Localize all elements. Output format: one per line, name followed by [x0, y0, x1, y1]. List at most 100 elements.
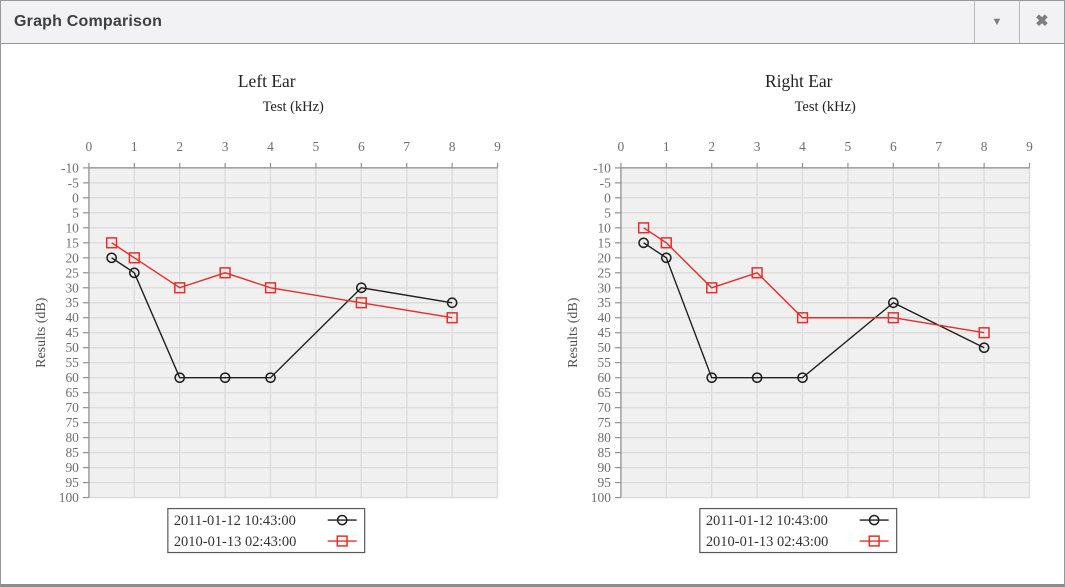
legend: 2011-01-12 10:43:00 2010-01-13 02:43:00	[698, 507, 897, 554]
window-content: Left Ear Test (kHz) 0 1 2 3 4 5 6 7 8 9 -10 -5 0 5 10 15 2…	[1, 44, 1064, 584]
series-2010-01-13-02-43-00	[105, 237, 458, 324]
series-2011-01-12-10-43-00	[106, 252, 458, 384]
svg-text:6: 6	[358, 139, 365, 154]
svg-text:0: 0	[86, 139, 93, 154]
svg-text:80: 80	[65, 430, 79, 445]
svg-text:15: 15	[597, 235, 611, 250]
collapse-button[interactable]: ▼	[974, 1, 1019, 43]
svg-text:75: 75	[597, 415, 611, 430]
svg-text:95: 95	[597, 475, 611, 490]
svg-text:80: 80	[597, 430, 611, 445]
svg-text:3: 3	[222, 139, 229, 154]
svg-text:-10: -10	[592, 160, 610, 175]
x-tick-labels: 0 1 2 3 4 5 6 7 8 9	[86, 139, 502, 154]
svg-text:2: 2	[176, 139, 183, 154]
svg-text:-5: -5	[68, 175, 79, 190]
svg-text:25: 25	[597, 265, 611, 280]
svg-text:4: 4	[799, 139, 806, 154]
svg-text:75: 75	[65, 415, 79, 430]
svg-text:85: 85	[65, 445, 79, 460]
caret-down-icon: ▼	[991, 15, 1003, 28]
svg-text:60: 60	[65, 370, 79, 385]
svg-text:90: 90	[65, 460, 79, 475]
svg-text:55: 55	[597, 355, 611, 370]
y-tick-labels: -10-505101520253035404550556065707580859…	[59, 160, 79, 505]
svg-text:35: 35	[597, 295, 611, 310]
svg-text:40: 40	[65, 310, 79, 325]
gridlines	[619, 167, 1030, 499]
svg-text:Test (kHz): Test (kHz)	[263, 99, 324, 115]
svg-text:7: 7	[403, 139, 410, 154]
x-tick-labels: 0 1 2 3 4 5 6 7 8 9	[617, 139, 1033, 154]
svg-text:95: 95	[65, 475, 79, 490]
svg-text:85: 85	[597, 445, 611, 460]
svg-text:9: 9	[1026, 139, 1033, 154]
close-icon: ✖	[1035, 13, 1049, 30]
svg-text:30: 30	[597, 280, 611, 295]
svg-text:20: 20	[65, 250, 79, 265]
svg-text:2010-01-13 02:43:00: 2010-01-13 02:43:00	[705, 534, 828, 550]
svg-text:Right Ear: Right Ear	[765, 71, 833, 91]
svg-text:8: 8	[980, 139, 987, 154]
svg-text:5: 5	[604, 205, 611, 220]
svg-text:Results (dB): Results (dB)	[565, 297, 580, 368]
svg-text:15: 15	[65, 235, 79, 250]
svg-text:0: 0	[604, 190, 611, 205]
close-button[interactable]: ✖	[1019, 1, 1064, 43]
svg-text:10: 10	[65, 220, 79, 235]
svg-text:65: 65	[65, 385, 79, 400]
svg-text:25: 25	[65, 265, 79, 280]
series-2011-01-12-10-43-00	[637, 237, 989, 384]
svg-text:2: 2	[708, 139, 715, 154]
y-tick-labels: -10-505101520253035404550556065707580859…	[590, 160, 610, 505]
svg-text:45: 45	[597, 325, 611, 340]
svg-text:7: 7	[935, 139, 942, 154]
svg-text:30: 30	[65, 280, 79, 295]
svg-text:5: 5	[72, 205, 79, 220]
svg-text:2010-01-13 02:43:00: 2010-01-13 02:43:00	[174, 534, 297, 550]
svg-text:2011-01-12 10:43:00: 2011-01-12 10:43:00	[705, 513, 827, 529]
svg-text:-5: -5	[599, 175, 610, 190]
left-ear-chart: Left Ear Test (kHz) 0 1 2 3 4 5 6 7 8 9 -10 -5 0 5 10 15 2…	[1, 44, 533, 584]
svg-text:50: 50	[65, 340, 79, 355]
svg-text:70: 70	[597, 400, 611, 415]
window-title: Graph Comparison	[14, 13, 163, 30]
titlebar[interactable]: Graph Comparison ▼ ✖	[1, 1, 1064, 44]
right-ear-chart: Right Ear Test (kHz) 0 1 2 3 4 5 6 7 8 9 -10 -5 0 5 10 15…	[533, 44, 1065, 584]
svg-text:60: 60	[597, 370, 611, 385]
svg-text:5: 5	[844, 139, 851, 154]
svg-text:-10: -10	[61, 160, 79, 175]
axes	[614, 162, 1030, 499]
svg-text:1: 1	[662, 139, 669, 154]
svg-text:35: 35	[65, 295, 79, 310]
svg-text:3: 3	[753, 139, 760, 154]
svg-text:10: 10	[597, 220, 611, 235]
svg-text:8: 8	[449, 139, 456, 154]
svg-text:Results (dB): Results (dB)	[34, 297, 49, 368]
series-2010-01-13-02-43-00	[637, 222, 990, 339]
svg-text:55: 55	[65, 355, 79, 370]
svg-text:5: 5	[313, 139, 320, 154]
svg-text:0: 0	[617, 139, 624, 154]
svg-text:100: 100	[59, 490, 79, 505]
svg-text:40: 40	[597, 310, 611, 325]
axes	[82, 162, 499, 499]
svg-text:4: 4	[267, 139, 274, 154]
svg-text:6: 6	[889, 139, 896, 154]
svg-text:65: 65	[597, 385, 611, 400]
svg-text:9: 9	[494, 139, 501, 154]
svg-text:Left Ear: Left Ear	[238, 71, 296, 91]
svg-text:50: 50	[597, 340, 611, 355]
svg-text:0: 0	[72, 190, 79, 205]
svg-text:100: 100	[590, 490, 610, 505]
svg-text:90: 90	[597, 460, 611, 475]
svg-text:1: 1	[131, 139, 138, 154]
svg-text:70: 70	[65, 400, 79, 415]
svg-text:45: 45	[65, 325, 79, 340]
svg-text:Test (kHz): Test (kHz)	[794, 99, 855, 115]
svg-text:2011-01-12 10:43:00: 2011-01-12 10:43:00	[174, 513, 296, 529]
svg-text:20: 20	[597, 250, 611, 265]
